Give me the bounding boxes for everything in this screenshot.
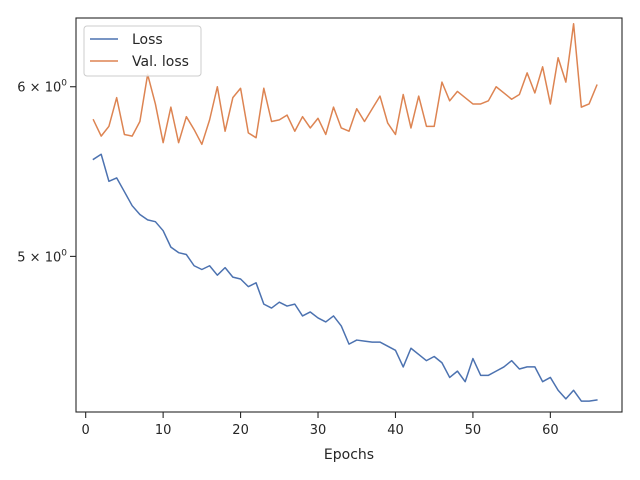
y-axis: 5 × 100 6 × 100 <box>17 79 76 265</box>
x-tick-label: 40 <box>387 423 404 438</box>
series-layer <box>92 23 598 402</box>
x-axis: 0 10 20 30 40 50 60 <box>82 412 559 438</box>
x-tick-label: 0 <box>82 423 90 438</box>
legend: Loss Val. loss <box>83 25 202 77</box>
y-tick-label: 5 × 100 <box>17 248 67 265</box>
legend-label-2: Val. loss <box>132 54 189 70</box>
x-tick-label: 60 <box>542 423 559 438</box>
y-tick-label: 6 × 100 <box>17 79 67 96</box>
x-tick-label: 30 <box>310 423 327 438</box>
plot-frame <box>75 17 623 413</box>
x-axis-label: Epochs <box>324 447 374 463</box>
series-line-1 <box>92 153 598 402</box>
legend-label-1: Loss <box>132 32 163 48</box>
x-tick-label: 20 <box>232 423 249 438</box>
series-line-2 <box>92 23 598 146</box>
x-tick-label: 50 <box>465 423 482 438</box>
x-tick-label: 10 <box>155 423 172 438</box>
